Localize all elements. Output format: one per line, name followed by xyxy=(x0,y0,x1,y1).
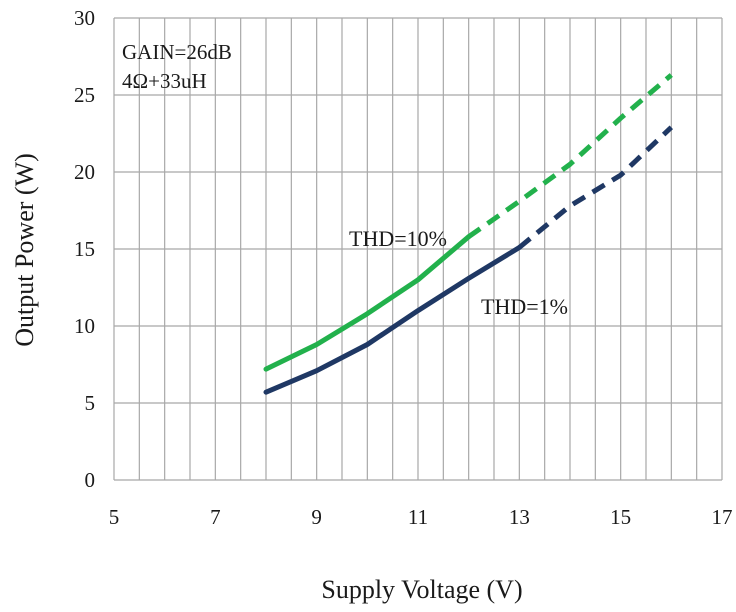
series-line-thd1-solid xyxy=(263,245,522,395)
series-label-thd1: THD=1% xyxy=(481,294,568,319)
y-tick-label: 20 xyxy=(74,160,95,184)
y-axis-title: Output Power (W) xyxy=(10,153,39,347)
y-tick-label: 25 xyxy=(74,83,95,107)
x-tick-label: 9 xyxy=(311,505,322,529)
series-line-thd10-solid xyxy=(263,234,472,372)
y-tick-label: 5 xyxy=(85,391,96,415)
annotation-gain: GAIN=26dB xyxy=(122,40,232,64)
grid xyxy=(113,17,723,481)
x-tick-label: 13 xyxy=(509,505,530,529)
series-label-thd10: THD=10% xyxy=(349,226,447,251)
x-tick-label: 5 xyxy=(109,505,120,529)
series-line-thd10-dashed xyxy=(467,73,673,239)
x-axis-title: Supply Voltage (V) xyxy=(321,575,522,604)
x-tick-label: 17 xyxy=(712,505,733,529)
y-tick-label: 15 xyxy=(74,237,95,261)
series-line-thd1-dashed xyxy=(517,125,674,250)
x-tick-label: 7 xyxy=(210,505,221,529)
x-tick-label: 15 xyxy=(610,505,631,529)
x-tick-label: 11 xyxy=(408,505,428,529)
y-tick-label: 10 xyxy=(74,314,95,338)
annotation-load: 4Ω+33uH xyxy=(122,69,207,93)
series-layer xyxy=(263,73,674,395)
y-tick-label: 0 xyxy=(85,468,96,492)
y-tick-label: 30 xyxy=(74,6,95,30)
